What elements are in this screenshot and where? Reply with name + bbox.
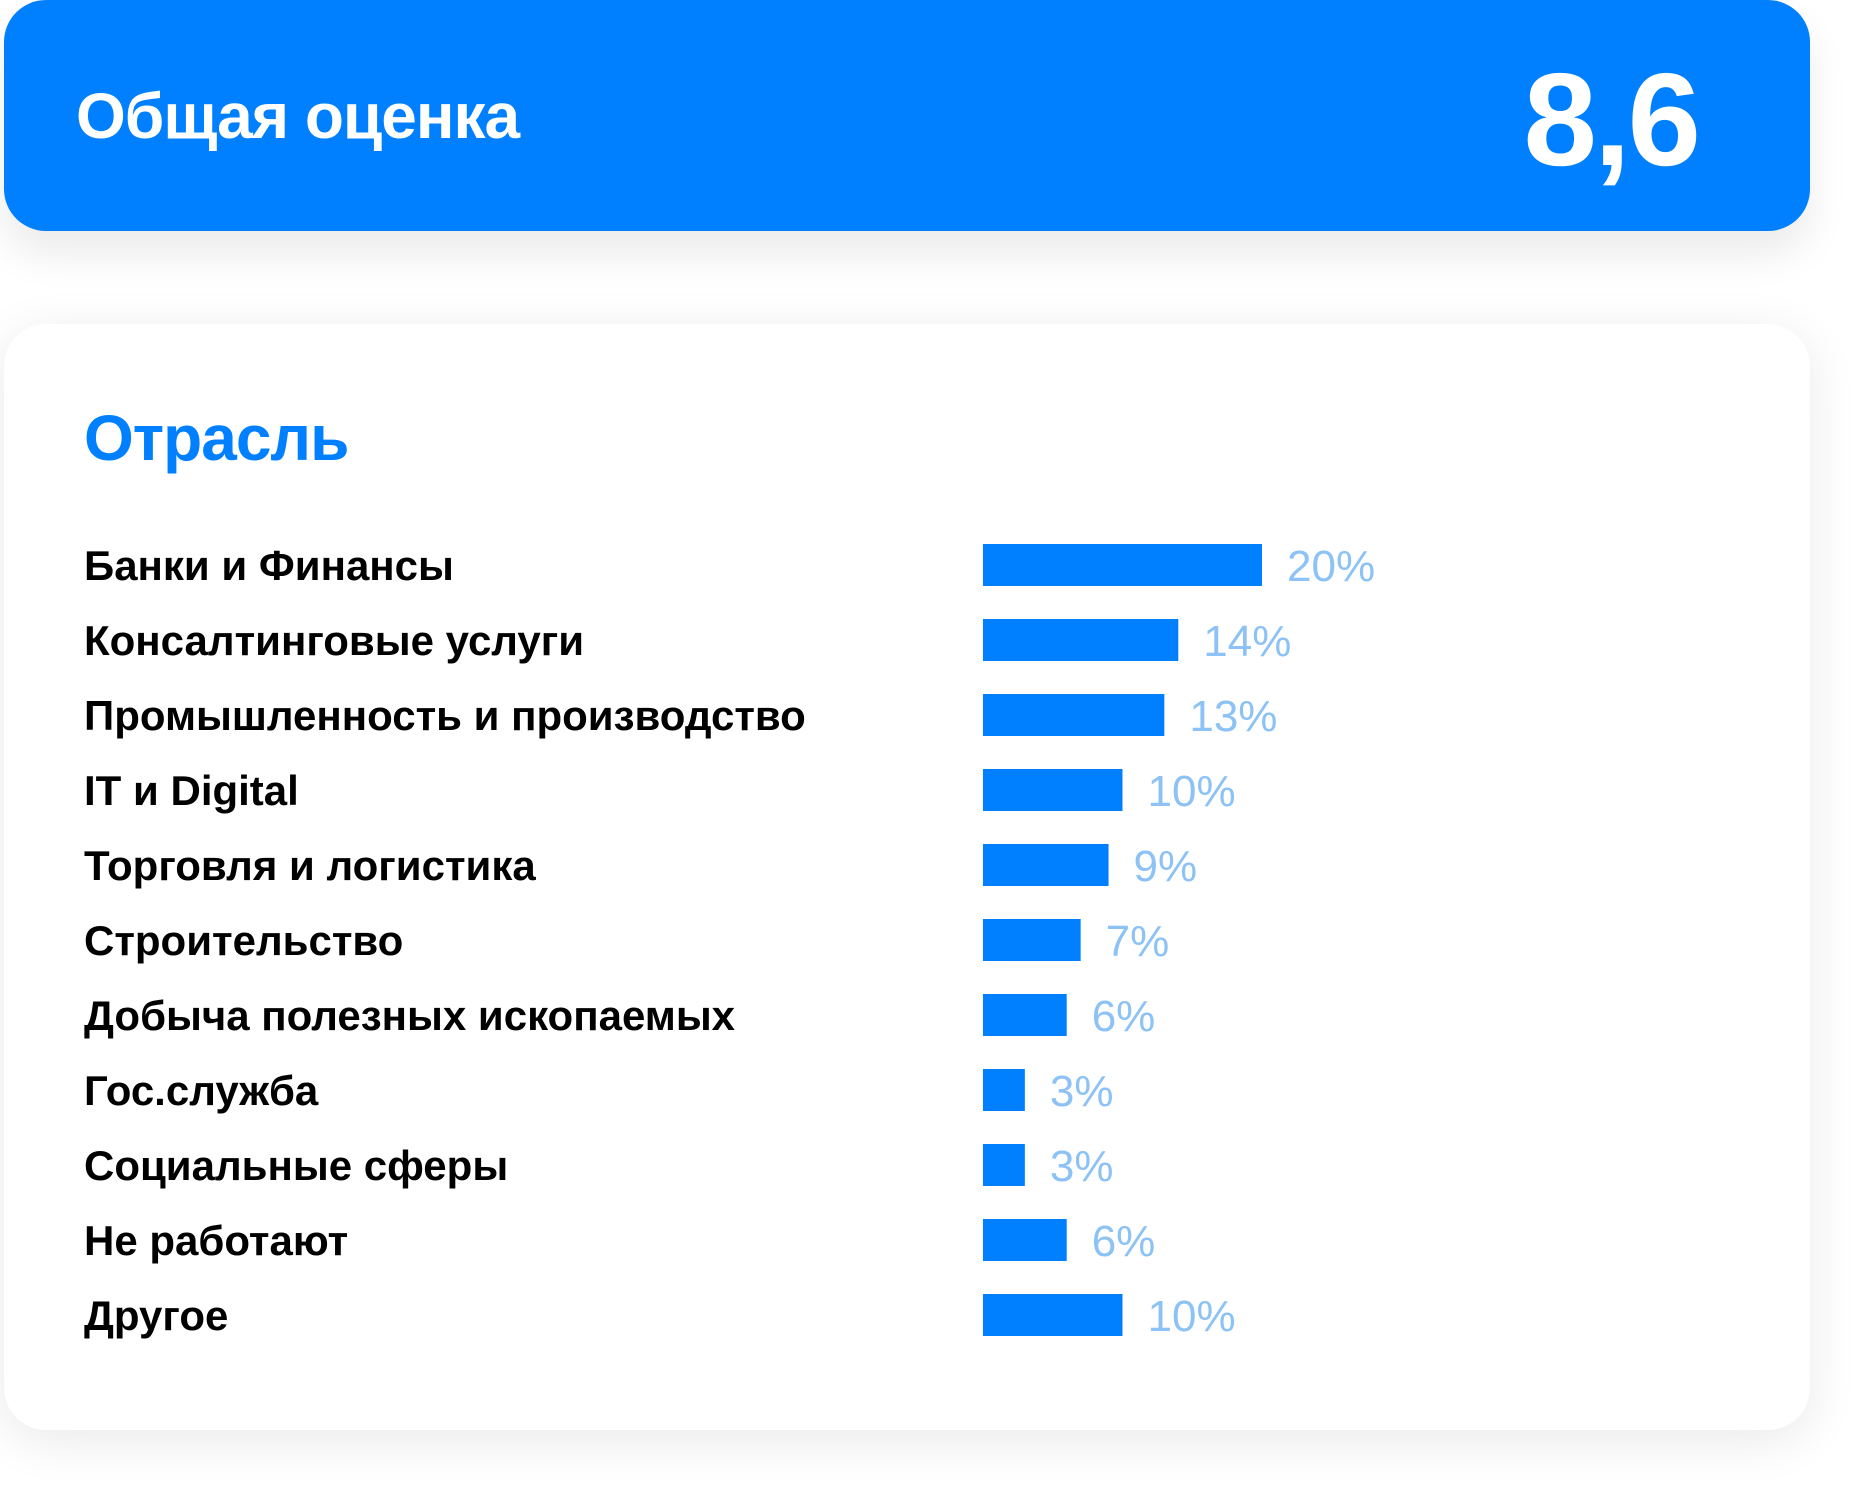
category-label: IT и Digital <box>84 767 299 814</box>
category-label: Добыча полезных ископаемых <box>84 992 736 1039</box>
value-label: 20% <box>1287 542 1375 591</box>
category-label: Социальные сферы <box>84 1142 508 1189</box>
value-label: 10% <box>1148 767 1236 816</box>
bar <box>983 1144 1025 1186</box>
value-label: 6% <box>1092 992 1156 1041</box>
bar <box>983 694 1165 736</box>
category-label: Торговля и логистика <box>84 842 536 889</box>
industry-title: Отрасль <box>84 402 349 474</box>
bar <box>983 619 1179 661</box>
overall-score-value: 8,6 <box>1523 46 1701 193</box>
industry-bar-chart: Банки и Финансы 20% Консалтинговые услуги 1… <box>4 324 1810 1430</box>
value-label: 3% <box>1050 1067 1114 1116</box>
value-label: 3% <box>1050 1142 1114 1191</box>
category-label: Банки и Финансы <box>84 542 454 589</box>
category-label: Консалтинговые услуги <box>84 617 584 664</box>
bar <box>983 769 1123 811</box>
value-label: 14% <box>1203 617 1291 666</box>
category-label: Другое <box>84 1292 228 1339</box>
bar <box>983 1294 1123 1336</box>
category-label: Промышленность и производство <box>84 692 806 739</box>
bar <box>983 544 1262 586</box>
bar <box>983 994 1067 1036</box>
bar <box>983 1219 1067 1261</box>
value-label: 7% <box>1106 917 1170 966</box>
category-label: Строительство <box>84 917 403 964</box>
industry-bar-chart-svg: Банки и Финансы 20% Консалтинговые услуги 1… <box>84 542 1375 1341</box>
value-label: 10% <box>1148 1292 1236 1341</box>
industry-card: Отрасль Банки и Финансы 20% Консалтинговые… <box>4 324 1810 1430</box>
bar <box>983 1069 1025 1111</box>
category-label: Не работают <box>84 1217 348 1264</box>
bar <box>983 844 1109 886</box>
value-label: 9% <box>1134 842 1198 891</box>
overall-score-card: Общая оценка 8,6 <box>4 0 1810 231</box>
overall-score-title: Общая оценка <box>76 80 520 152</box>
category-label: Гос.служба <box>84 1067 319 1114</box>
value-label: 6% <box>1092 1217 1156 1266</box>
bar <box>983 919 1081 961</box>
value-label: 13% <box>1189 692 1277 741</box>
